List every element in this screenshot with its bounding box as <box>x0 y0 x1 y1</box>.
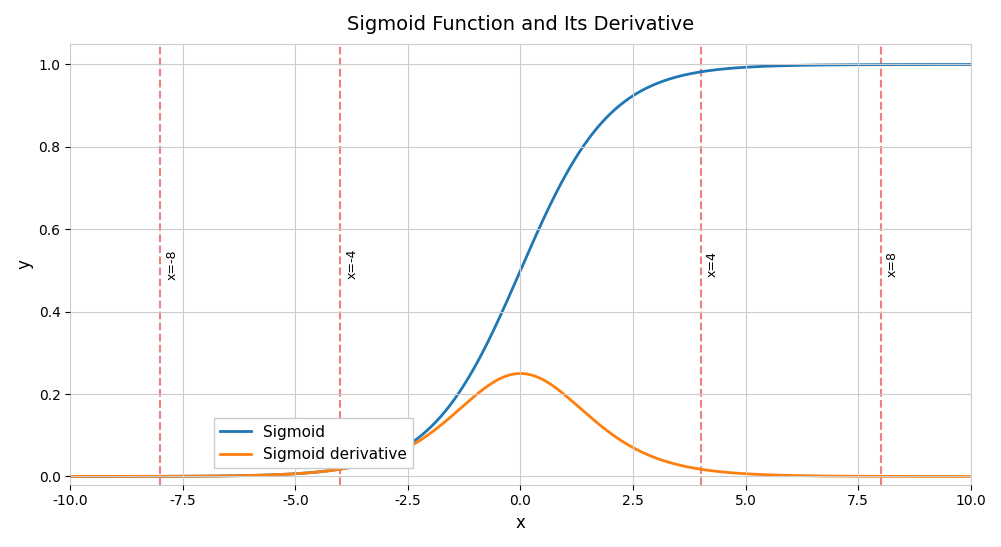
Sigmoid <box>683 71 695 77</box>
Sigmoid derivative <box>767 472 779 478</box>
Sigmoid derivative <box>460 399 472 406</box>
Sigmoid derivative <box>684 464 696 470</box>
Line: Sigmoid derivative: Sigmoid derivative <box>70 374 971 476</box>
Text: x=8: x=8 <box>886 251 899 277</box>
Title: Sigmoid Function and Its Derivative: Sigmoid Function and Its Derivative <box>347 15 694 34</box>
Sigmoid <box>783 62 795 69</box>
Sigmoid <box>64 473 76 480</box>
Sigmoid derivative <box>156 473 168 480</box>
Sigmoid <box>965 61 977 68</box>
Sigmoid <box>767 63 779 69</box>
Legend: Sigmoid, Sigmoid derivative: Sigmoid, Sigmoid derivative <box>214 418 412 468</box>
Sigmoid derivative <box>64 473 76 480</box>
Sigmoid <box>428 420 440 427</box>
Sigmoid <box>460 377 472 384</box>
Line: Sigmoid: Sigmoid <box>70 65 971 476</box>
Sigmoid derivative <box>428 427 440 434</box>
Sigmoid derivative <box>784 472 796 479</box>
X-axis label: x: x <box>516 514 526 532</box>
Sigmoid derivative <box>514 370 526 377</box>
Sigmoid <box>156 473 168 480</box>
Text: x=-8: x=-8 <box>166 249 179 280</box>
Sigmoid derivative <box>965 473 977 480</box>
Text: x=-4: x=-4 <box>345 249 358 280</box>
Text: x=4: x=4 <box>706 252 719 277</box>
Y-axis label: y: y <box>15 259 33 269</box>
